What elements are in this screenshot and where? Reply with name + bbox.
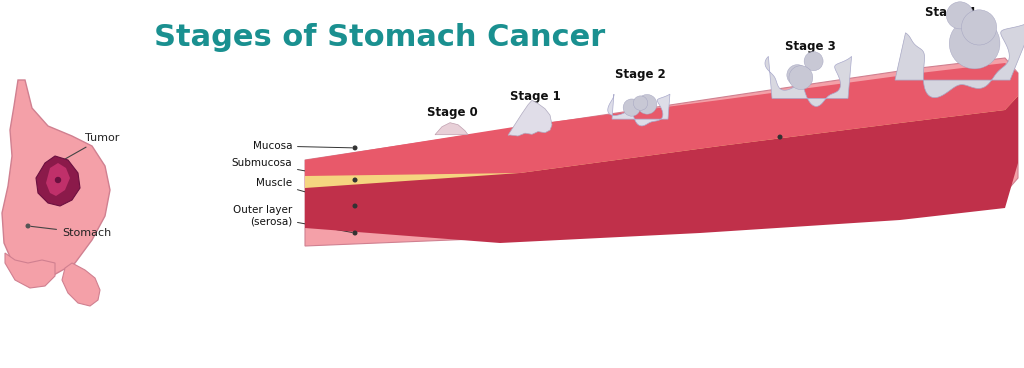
Polygon shape (765, 56, 852, 106)
Text: Tumor: Tumor (781, 139, 830, 221)
Text: Stomach: Stomach (31, 226, 112, 238)
Text: Stage 1: Stage 1 (510, 90, 560, 103)
Text: Stage 2: Stage 2 (614, 68, 666, 81)
Text: Stages of Stomach Cancer: Stages of Stomach Cancer (155, 23, 605, 52)
Polygon shape (305, 63, 1018, 176)
Polygon shape (508, 100, 552, 136)
Circle shape (624, 99, 640, 116)
Circle shape (786, 65, 808, 85)
Circle shape (353, 231, 356, 235)
Circle shape (353, 146, 356, 150)
Text: Mucosa: Mucosa (253, 141, 352, 151)
Text: Submucosa: Submucosa (231, 158, 352, 180)
Circle shape (55, 177, 60, 183)
Polygon shape (895, 7, 1024, 98)
Polygon shape (36, 156, 80, 206)
Polygon shape (435, 123, 468, 135)
Circle shape (353, 204, 356, 208)
Polygon shape (305, 70, 1018, 188)
Circle shape (788, 66, 813, 89)
Text: Outer layer
(serosa): Outer layer (serosa) (232, 205, 352, 233)
Polygon shape (62, 263, 100, 306)
Polygon shape (305, 70, 1018, 243)
Text: Stage 0: Stage 0 (427, 106, 477, 119)
Text: Stage 3: Stage 3 (784, 40, 836, 53)
Circle shape (778, 135, 781, 139)
Circle shape (353, 178, 356, 182)
Text: Tumor: Tumor (60, 133, 120, 162)
Circle shape (27, 224, 30, 228)
Polygon shape (5, 253, 55, 288)
Polygon shape (305, 58, 1018, 246)
Text: Muscle: Muscle (256, 178, 352, 205)
Circle shape (633, 96, 648, 110)
Circle shape (804, 52, 823, 71)
Circle shape (949, 18, 1000, 69)
Text: Stage 4: Stage 4 (925, 6, 976, 19)
Circle shape (962, 10, 996, 45)
Circle shape (946, 2, 974, 29)
Circle shape (637, 95, 657, 114)
Polygon shape (46, 163, 70, 196)
Polygon shape (2, 80, 110, 276)
Polygon shape (608, 94, 670, 126)
